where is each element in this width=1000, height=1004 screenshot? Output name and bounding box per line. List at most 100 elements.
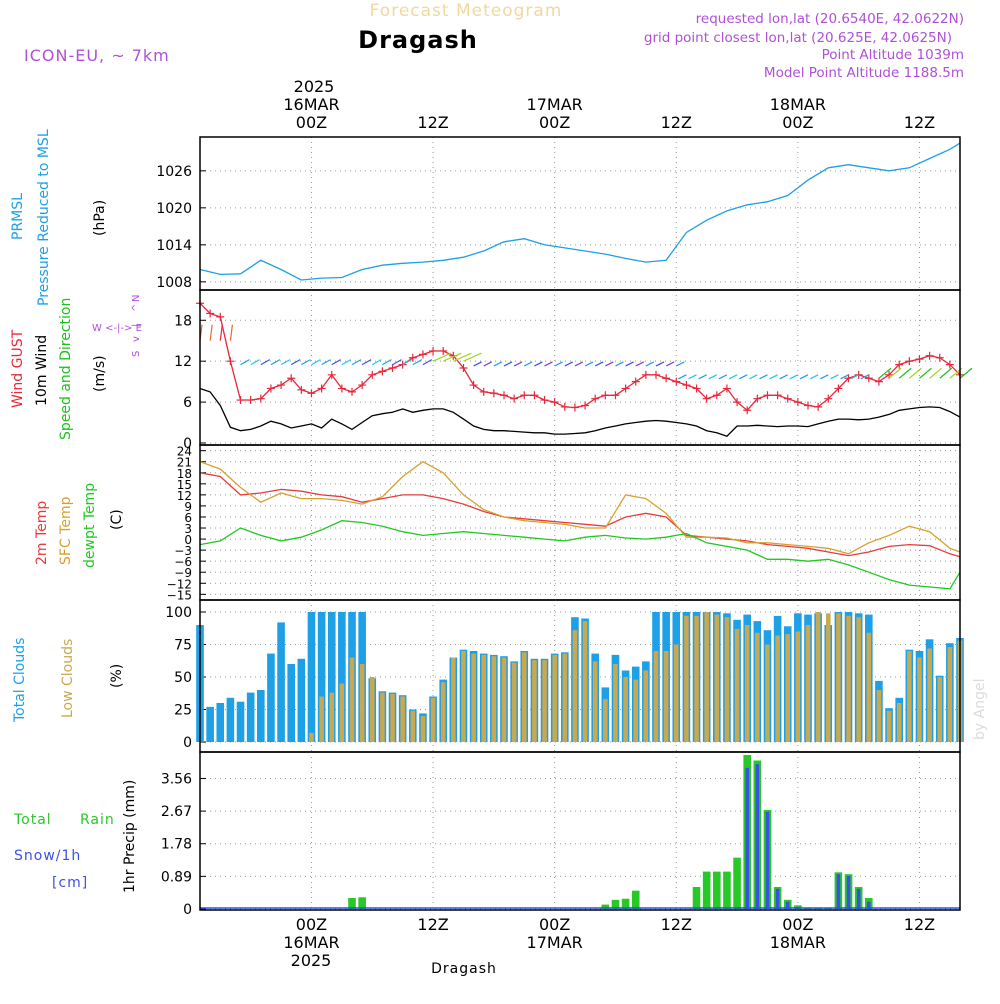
wind-direction-arrow [412,359,423,366]
wind-direction-arrow [270,359,281,366]
gust-marker [418,350,427,359]
low-cloud-bar [917,657,922,742]
temp-2m-label: 2m Temp [34,501,50,565]
y-tick-label: −9 [174,566,192,580]
precip-labels: Total Rain Snow/1h [cm] 1hr Precip (mm) [13,780,138,893]
wind-direction-arrow [442,352,462,362]
wind-direction-arrow [728,374,738,380]
low-cloud-bar [319,696,324,742]
wind-direction-arrow [463,352,482,362]
compass-down: v [131,336,142,342]
gust-marker [733,398,742,407]
gust-marker [692,384,701,393]
clouds-unit-label: (%) [109,664,125,688]
wind-direction-arrow [503,361,513,367]
low-cloud-bar [603,699,608,742]
low-cloud-bar [947,647,953,742]
low-cloud-bar [795,631,801,742]
precip-unit-label: 1hr Precip (mm) [122,780,138,893]
low-cloud-bar [643,670,649,742]
y-tick-label: 18 [174,313,192,329]
gust-marker [378,367,387,376]
panel-precipitation: 0 0.89 1.78 2.67 3.56 [161,751,961,918]
snow-bar [755,764,760,909]
gust-marker [753,394,762,403]
wind-direction-arrow [534,361,543,367]
low-cloud-bar [714,614,720,742]
total-cloud-bar [327,612,336,742]
gust-marker [479,387,488,396]
gust-marker [226,357,235,366]
rain-bar [601,904,610,909]
wind-direction-arrow [371,359,382,366]
y-tick-label: 1020 [156,201,192,217]
y-tick-label: 12 [174,354,192,370]
gust-marker [722,384,731,393]
gust-marker [459,364,468,372]
wind-direction-arrow [769,374,778,380]
gust-marker [540,396,549,405]
low-cloud-bar [755,632,760,742]
low-cloud-bar [390,693,395,742]
wind-direction-arrow [321,359,331,366]
bottom-hour-label: 12Z [661,915,692,934]
y-tick-label: −12 [167,577,192,591]
low-cloud-bar [836,613,841,742]
wind-direction-label: Speed and Direction [58,298,74,440]
bottom-hour-label: 00Z [782,915,813,934]
low-cloud-bar [501,657,507,742]
gust-marker [874,377,883,386]
low-cloud-bar [684,615,689,742]
gust-marker [682,381,691,390]
low-cloud-bar [451,657,456,742]
wind-direction-arrow [759,374,768,380]
gust-marker [520,391,529,400]
gust-marker [246,396,255,405]
top-year-label: 2025 [294,77,335,96]
low-cloud-bar [744,625,750,742]
pressure-labels: PRMSL Pressure Reduced to MSL (hPa) [10,129,108,306]
wind-direction-arrow [819,374,829,380]
y-tick-label: 0 [183,735,192,751]
wind-direction-arrow [290,359,301,366]
low-cloud-bar [400,696,405,742]
wind-direction-arrow [959,367,973,379]
wind-direction-arrow [675,361,685,367]
gust-marker [824,394,833,403]
model-label: ICON-EU, ~ 7km [24,46,170,65]
snow-bar [856,888,861,909]
y-tick-label: 0.89 [161,869,192,885]
wind-direction-arrow [830,374,839,380]
low-cloud-bar [329,692,335,742]
gust-marker [804,401,812,410]
temp-sfc-line [199,460,961,555]
top-hour-label: 12Z [417,113,448,132]
location-title: Dragash [358,26,478,54]
y-tick-label: 75 [174,638,192,654]
low-cloud-bar [886,710,892,742]
low-cloud-bar [927,648,932,742]
top-date-label: 17MAR [527,95,583,114]
footer-location: Dragash [431,961,497,977]
gust-marker [439,346,448,355]
wind-direction-arrow [779,374,789,380]
gust-marker [581,401,590,410]
wind-direction-arrow [594,361,604,367]
gust-marker [763,391,772,400]
forecast-meteogram-title: Forecast Meteogram [370,1,563,21]
low-cloud-bar [542,660,547,742]
y-tick-label: 0 [183,436,192,452]
wind-direction-arrow [341,359,352,366]
wind-direction-arrow [809,374,819,380]
wind-direction-arrow [574,361,584,367]
wind-gust-label: Wind GUST [10,329,26,408]
gust-marker [500,391,508,400]
gust-marker [945,360,954,369]
pressure-msl-label: Pressure Reduced to MSL [36,129,52,306]
rain-bar [713,871,721,909]
total-cloud-bar [297,658,306,742]
y-tick-label: 3.56 [161,771,192,787]
gust-marker [702,394,711,403]
snow-label: Snow/1h [14,848,81,864]
low-cloud-bar [430,697,436,742]
